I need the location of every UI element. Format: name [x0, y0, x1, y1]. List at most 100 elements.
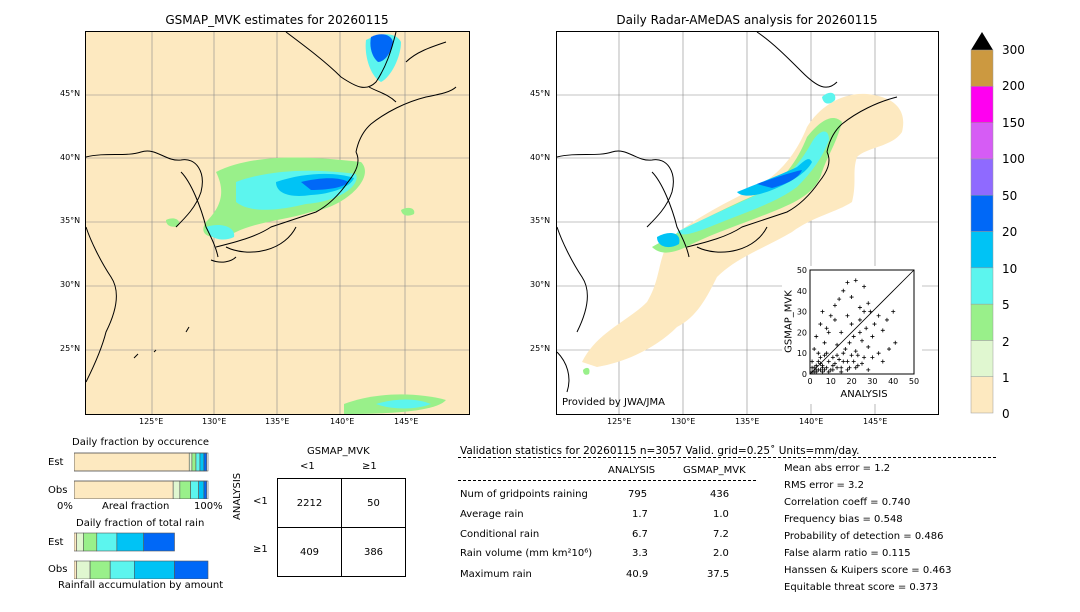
fraction-bar-outline: [74, 480, 209, 499]
right-lon-tick: 140°E: [799, 417, 824, 426]
left-lat-tick: 35°N: [60, 216, 81, 225]
stat-label: Rain volume (mm km²10⁶): [460, 548, 593, 559]
fraction-segment: [203, 480, 207, 499]
scatter-point: [841, 288, 846, 293]
scatter-point: [826, 330, 831, 335]
cb-label: 150: [1002, 116, 1025, 130]
occurrence-xtick-0: 0%: [57, 501, 73, 512]
left-lon-tick: 130°E: [202, 417, 227, 426]
left-lat-tick: 25°N: [60, 344, 81, 353]
fraction-segment: [191, 452, 197, 472]
fraction-segment: [190, 480, 199, 499]
cb-label: 100: [1002, 152, 1025, 166]
scatter-point: [893, 340, 898, 345]
contingency-cell: 2212: [277, 478, 342, 528]
occurrence-xlabel: Areal fraction: [102, 501, 170, 512]
fraction-segment: [199, 452, 205, 472]
scatter-point: [868, 309, 873, 314]
rain-fraction-obs-label: Obs: [48, 564, 68, 575]
fraction-segment: [76, 532, 84, 552]
scatter-point: [820, 309, 825, 314]
right-lat-tick: 45°N: [530, 89, 551, 98]
colorbar-segment: [970, 340, 994, 377]
scatter-point: [835, 342, 840, 347]
scatter-plot: 00 10 10 20 20 30 30 40 40 50 50: [797, 266, 919, 386]
scatter-point: [876, 313, 881, 318]
scatter-point: [824, 365, 829, 370]
scatter-point: [816, 359, 821, 364]
scatter-point: [845, 280, 850, 285]
colorbar-segment: [970, 267, 994, 305]
scatter-point: [857, 317, 862, 322]
scatter-point: [860, 361, 864, 366]
fraction-segment: [116, 532, 144, 552]
fraction-segment: [76, 560, 91, 579]
colorbar-segment: [970, 158, 994, 196]
colorbar-segment: [970, 194, 994, 232]
right-lat-tick: 25°N: [530, 344, 551, 353]
scatter-point: [855, 363, 860, 368]
scatter-ytick: 30: [797, 308, 807, 317]
scatter-point: [826, 369, 831, 374]
right-lat-tick: 35°N: [530, 216, 551, 225]
scatter-point: [849, 353, 854, 358]
scatter-point: [830, 367, 835, 372]
fraction-segment: [74, 452, 190, 472]
validation-divider: [458, 480, 756, 481]
scatter-point: [822, 353, 827, 358]
left-lon-tick: 135°E: [265, 417, 290, 426]
contingency-cell: 409: [277, 527, 342, 577]
scatter-point: [847, 340, 852, 345]
cb-label: 5: [1002, 298, 1010, 312]
contingency-title: GSMAP_MVK: [307, 446, 370, 457]
scatter-point: [851, 359, 856, 364]
colorbar-extend-arrow: [971, 32, 993, 50]
fraction-segment: [96, 532, 118, 552]
scatter-point: [832, 361, 837, 366]
scatter-point: [816, 351, 821, 356]
scatter-point: [870, 355, 875, 360]
colorbar-segment: [970, 86, 994, 123]
contingency-row-header: ≥1: [253, 544, 268, 555]
scatter-point: [820, 365, 825, 370]
fraction-segment: [74, 560, 77, 579]
scatter-point: [860, 338, 864, 343]
left-lat-tick: 45°N: [60, 89, 81, 98]
scatter-point: [824, 351, 829, 356]
scatter-point: [839, 330, 844, 335]
cb-label: 10: [1002, 262, 1018, 276]
contingency-table: 2212 50 409 386: [277, 478, 406, 577]
stat-gsmap: 2.0: [713, 548, 729, 559]
scatter-ytick: 40: [797, 287, 807, 296]
score: Frequency bias = 0.548: [784, 514, 903, 525]
scatter-point: [824, 326, 829, 331]
score: Equitable threat score = 0.373: [784, 582, 939, 593]
cb-label: 200: [1002, 79, 1025, 93]
cb-label: 2: [1002, 335, 1010, 349]
scatter-point: [891, 309, 896, 314]
scatter-xtick: 0: [807, 377, 812, 386]
fraction-segment: [172, 480, 181, 499]
scatter-point: [814, 367, 819, 372]
right-map: Provided by JWA/JMA: [556, 31, 939, 415]
scatter-point: [822, 367, 827, 372]
right-lon-tick: 145°E: [863, 417, 888, 426]
scatter-point: [845, 367, 850, 372]
scatter-point: [830, 363, 835, 368]
scatter-point: [862, 355, 867, 360]
rain-fraction-xlabel: Rainfall accumulation by amount: [58, 580, 224, 591]
left-lon-tick: 125°E: [139, 417, 164, 426]
fraction-segment: [174, 560, 209, 579]
contingency-row-label: ANALYSIS: [232, 472, 243, 520]
scatter-point: [814, 363, 819, 368]
scatter-point: [810, 365, 815, 370]
scatter-point: [841, 359, 846, 364]
right-lat-tick: 30°N: [530, 280, 551, 289]
cb-label: 0: [1002, 407, 1010, 421]
colorbar-segment: [970, 49, 994, 87]
fraction-segment: [203, 452, 207, 472]
scatter-point: [818, 361, 823, 366]
right-lon-tick: 130°E: [671, 417, 696, 426]
left-lat-tick: 30°N: [60, 280, 81, 289]
score: Correlation coeff = 0.740: [784, 497, 911, 508]
